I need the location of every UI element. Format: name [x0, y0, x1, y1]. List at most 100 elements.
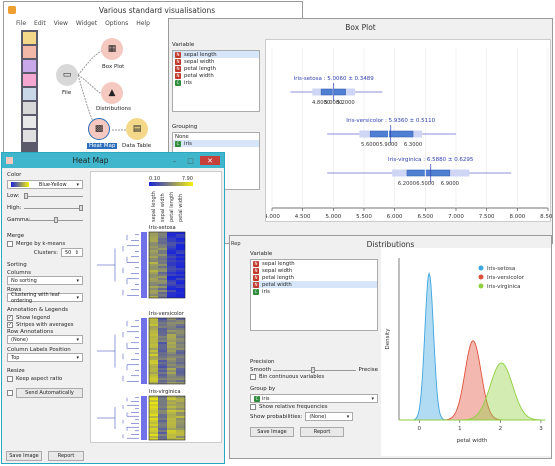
hm-cell	[149, 296, 158, 298]
hm-cell	[167, 254, 176, 256]
distributions-titlebar: Rep Distributions	[230, 236, 551, 252]
chevron-down-icon: ▾	[346, 413, 350, 420]
node-boxplot-label: Box Plot	[102, 64, 125, 70]
node-distributions[interactable]: ▲	[101, 82, 123, 104]
hm-columns-combo[interactable]: No sorting ▾	[7, 276, 83, 285]
hm-row-annot-combo[interactable]: (None) ▾	[7, 335, 83, 344]
toolbox-visualize-icon[interactable]	[23, 46, 36, 58]
menu-options[interactable]: Options	[105, 19, 129, 27]
hm-clusters-spin[interactable]: 50 ⇕	[61, 248, 83, 257]
hm-cell	[149, 234, 158, 236]
menu-file[interactable]: File	[16, 19, 27, 27]
toolbox-search-icon[interactable]	[23, 130, 36, 142]
toolbox-data-icon[interactable]	[23, 32, 36, 44]
hm-cell	[167, 266, 176, 268]
hm-merge-kmeans-box[interactable]	[7, 241, 13, 247]
hm-group-border	[148, 317, 186, 385]
dist-save-image-button[interactable]: Save Image	[250, 427, 294, 437]
hm-cell	[149, 334, 158, 336]
dist-relfreq-label: Show relative frequencies	[259, 404, 328, 410]
hm-cell	[158, 264, 167, 266]
hm-send-auto-box[interactable]	[7, 390, 13, 396]
hm-cell	[176, 334, 185, 336]
minimize-icon[interactable]: –	[172, 156, 177, 165]
menu-view[interactable]: View	[53, 19, 68, 27]
dist-report-button[interactable]: Report	[300, 427, 344, 437]
hm-keep-aspect-checkbox[interactable]: Keep aspect ratio	[7, 376, 83, 382]
toolbox-unsupervised-icon[interactable]	[23, 88, 36, 100]
hm-stripes-box[interactable]: ✓	[7, 322, 13, 328]
hm-show-legend-checkbox[interactable]: ✓ Show legend	[7, 315, 83, 321]
node-datatable[interactable]: ▤	[126, 118, 148, 140]
hm-high-slider[interactable]	[24, 205, 84, 211]
hm-high-knob[interactable]	[79, 205, 84, 211]
dist-prob-combo[interactable]: (None) ▾	[305, 412, 354, 421]
node-heatmap[interactable]: ▩	[88, 118, 110, 140]
toolbox-misc-icon[interactable]	[23, 116, 36, 128]
hm-cell	[167, 374, 176, 376]
boxplot-titlebar: Box Plot	[169, 19, 552, 35]
hm-send-auto-button[interactable]: Send Automatically	[16, 388, 83, 398]
hm-show-legend-box[interactable]: ✓	[7, 315, 13, 321]
dist-precision-slider[interactable]	[273, 367, 357, 373]
bp-iris-versicolor-mean-label: Iris-versicolor : 5.9360 ± 0.5110	[346, 118, 435, 124]
hm-cell	[167, 438, 176, 440]
hm-cell	[158, 250, 167, 252]
dist-relfreq-box[interactable]	[250, 404, 256, 410]
hm-low-slider[interactable]	[24, 193, 83, 199]
toolbox-model-icon[interactable]	[23, 60, 36, 72]
hm-keep-aspect-box[interactable]	[7, 376, 13, 382]
bp-iris-setosa-q3-label: 5.2000	[337, 100, 355, 106]
hm-rows-combo[interactable]: Clustering with leaf ordering ▾	[7, 292, 83, 304]
hm-report-button[interactable]: Report	[48, 451, 84, 461]
hm-gamma-slider[interactable]	[24, 217, 83, 223]
hm-low-knob[interactable]	[24, 193, 28, 199]
hm-gamma-knob[interactable]	[53, 217, 58, 223]
bp-grouping-item[interactable]: None	[173, 133, 259, 140]
hm-cell	[149, 406, 158, 408]
close-icon[interactable]: ✕	[200, 156, 220, 165]
menu-help[interactable]: Help	[136, 19, 150, 27]
hm-cell	[149, 420, 158, 422]
hm-cell	[167, 408, 176, 410]
dist-bin-box[interactable]	[250, 374, 256, 380]
dist-relfreq-checkbox[interactable]: Show relative frequencies	[250, 404, 378, 410]
hm-cell	[167, 320, 176, 322]
hm-merge-kmeans-checkbox[interactable]: Merge by k-means	[7, 241, 83, 247]
menu-edit[interactable]: Edit	[34, 19, 46, 27]
hm-cell	[158, 350, 167, 352]
bp-iris-virginica-q3-label: 6.9000	[441, 181, 459, 187]
toolbox-evaluate-icon[interactable]	[23, 74, 36, 86]
hm-col-pos-combo[interactable]: Top ▾	[7, 353, 83, 362]
hm-high-label: High:	[7, 205, 22, 211]
hm-save-image-button[interactable]: Save Image	[6, 451, 42, 461]
node-boxplot[interactable]: ▦	[101, 38, 123, 60]
hm-palette-combo[interactable]: Blue-Yellow ▾	[7, 180, 83, 189]
hm-cell	[176, 252, 185, 254]
menu-widget[interactable]: Widget	[75, 19, 98, 27]
toolbox-addons-icon[interactable]	[23, 102, 36, 114]
hm-legend-bar	[149, 182, 193, 186]
dist-precision-knob[interactable]	[310, 367, 315, 373]
hm-cell	[167, 332, 176, 334]
maximize-icon[interactable]: □	[187, 156, 194, 165]
hm-stripes-checkbox[interactable]: ✓ Stripes with averages	[7, 322, 83, 328]
categorical-icon: C	[175, 79, 181, 86]
chevron-down-icon: ▾	[76, 181, 79, 188]
node-file[interactable]: ▭	[56, 64, 78, 86]
dist-bin-checkbox[interactable]: Bin continuous variables	[250, 374, 378, 380]
